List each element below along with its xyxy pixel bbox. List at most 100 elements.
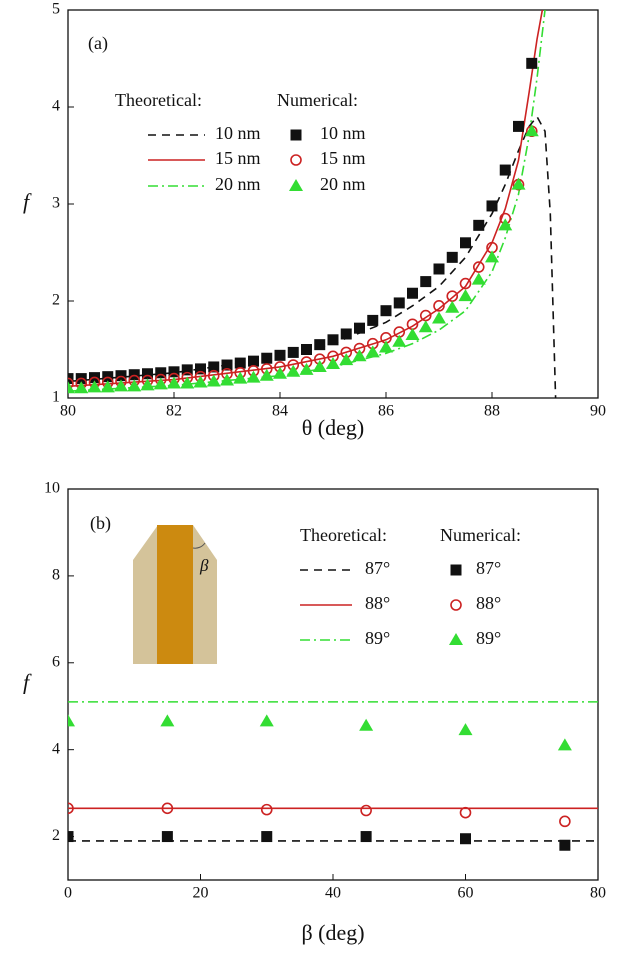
marker-square [360, 831, 372, 843]
marker-square [486, 200, 498, 212]
plot-area [68, 701, 598, 851]
y-axis-label: f [23, 670, 32, 695]
marker-triangle [153, 377, 168, 390]
marker-square [261, 352, 273, 364]
marker-square [301, 344, 312, 355]
x-tick-label: 84 [272, 403, 288, 420]
marker-triangle [524, 124, 539, 137]
marker-square [367, 314, 379, 326]
legend-label: 15 nm [215, 148, 261, 168]
legend-label: 87° [476, 558, 501, 578]
marker-square [234, 357, 246, 369]
legend-title: Theoretical: [115, 90, 202, 110]
marker-triangle [114, 379, 128, 392]
y-tick-label: 8 [52, 567, 60, 584]
marker-triangle [127, 379, 142, 392]
marker-triangle [273, 366, 287, 379]
legend-label: 20 nm [320, 174, 366, 194]
marker-triangle [458, 723, 473, 736]
legend-title: Numerical: [277, 90, 358, 110]
marker-square [354, 322, 365, 334]
marker-square [221, 359, 233, 371]
marker-square [446, 251, 458, 263]
marker-square [460, 237, 471, 249]
x-axis-label: β (deg) [301, 920, 364, 945]
marker-triangle [286, 364, 301, 377]
marker-circle [433, 300, 445, 312]
marker-triangle [140, 378, 155, 391]
legend-label: 20 nm [215, 174, 261, 194]
marker-triangle [299, 362, 314, 375]
legend-marker [290, 129, 302, 141]
marker-circle [68, 377, 74, 390]
y-tick-label: 4 [52, 740, 60, 757]
marker-square [168, 366, 180, 378]
marker-square [559, 839, 571, 851]
marker-circle [472, 261, 485, 273]
marker-triangle [259, 714, 274, 727]
marker-square [499, 164, 511, 176]
marker-circle [459, 806, 472, 819]
marker-triangle [418, 320, 433, 333]
marker-square [420, 276, 432, 288]
marker-triangle [326, 357, 340, 370]
y-tick-label: 6 [52, 653, 60, 670]
marker-triangle [445, 300, 460, 313]
marker-square [248, 355, 259, 367]
x-tick-label: 0 [64, 885, 72, 902]
legend-label: 87° [365, 558, 390, 578]
legend-label: 88° [476, 593, 501, 613]
marker-circle [360, 804, 372, 817]
marker-square [473, 219, 485, 231]
x-tick-label: 80 [590, 885, 606, 902]
theory-line [68, 10, 544, 388]
y-tick-label: 4 [52, 98, 60, 115]
marker-triangle [87, 380, 102, 393]
marker-square [287, 346, 299, 358]
marker-square [407, 287, 418, 299]
marker-triangle [312, 359, 327, 372]
legend-title: Theoretical: [300, 525, 387, 545]
marker-triangle [193, 375, 208, 388]
marker-square [393, 297, 405, 309]
marker-triangle [557, 738, 572, 751]
legend-label: 15 nm [320, 148, 366, 168]
panel-label: (b) [90, 513, 111, 534]
marker-circle [68, 802, 74, 815]
x-axis-label: θ (deg) [302, 415, 364, 440]
marker-triangle [405, 327, 420, 340]
theory-line [68, 10, 546, 393]
marker-circle [459, 277, 472, 290]
y-tick-label: 2 [52, 292, 60, 309]
inset-diagram: β [133, 525, 217, 664]
panel-label: (a) [88, 33, 108, 54]
marker-triangle [471, 272, 486, 285]
legend-label: 10 nm [215, 123, 261, 143]
marker-square [195, 363, 206, 375]
legend-marker [450, 564, 462, 576]
marker-triangle [392, 334, 407, 347]
marker-triangle [100, 380, 115, 393]
marker-triangle [359, 718, 374, 731]
x-tick-label: 90 [590, 403, 606, 420]
marker-circle [446, 290, 459, 302]
marker-square [155, 367, 167, 379]
x-tick-label: 60 [458, 885, 474, 902]
legend-label: 88° [365, 593, 390, 613]
marker-triangle [74, 381, 89, 394]
marker-triangle [167, 376, 181, 389]
legend-marker [450, 599, 462, 611]
legend-label: 10 nm [320, 123, 366, 143]
marker-triangle [246, 370, 261, 383]
inset-label: β [199, 556, 209, 575]
marker-triangle [365, 345, 380, 358]
y-axis-label: f [23, 189, 32, 214]
marker-triangle [485, 250, 499, 263]
x-tick-label: 80 [60, 403, 76, 420]
marker-triangle [68, 381, 75, 394]
marker-square [102, 371, 114, 383]
x-tick-label: 20 [193, 885, 209, 902]
marker-triangle [206, 374, 221, 387]
y-tick-label: 5 [52, 1, 60, 18]
